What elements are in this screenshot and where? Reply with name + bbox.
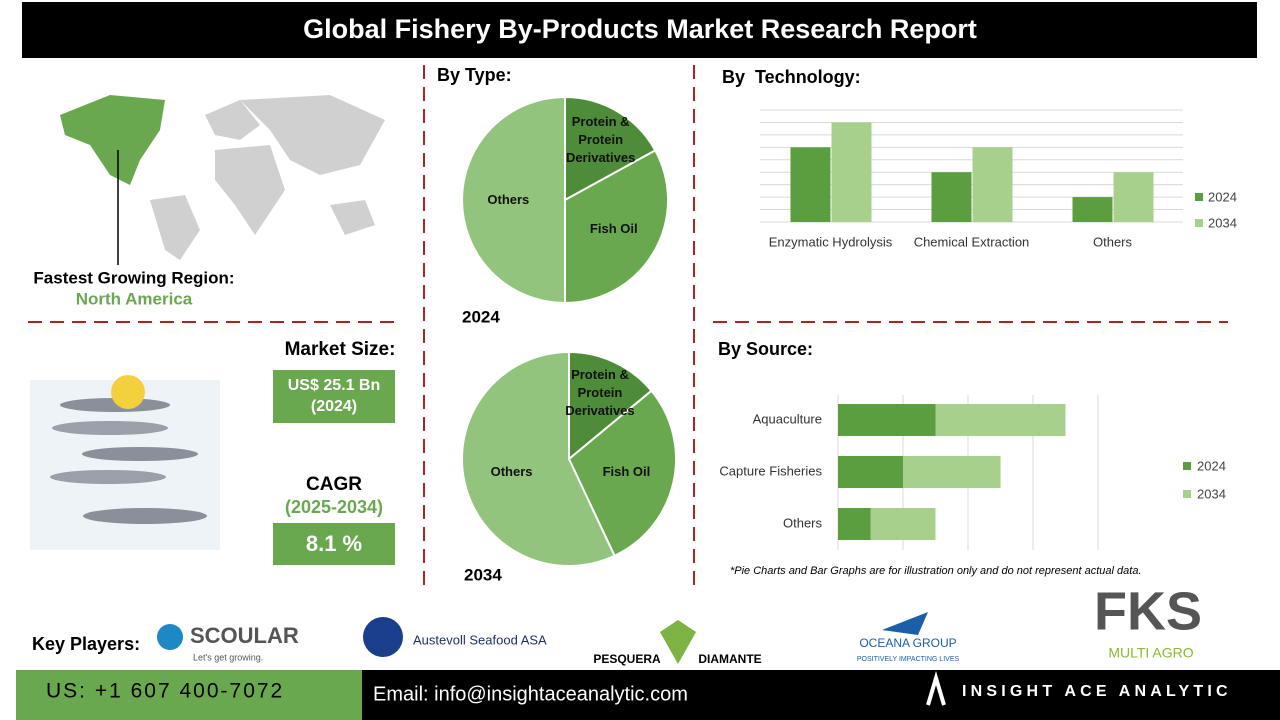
bar <box>838 456 903 488</box>
pie-label: Others <box>490 463 533 479</box>
y-tick-label: Others <box>783 515 823 530</box>
x-tick-label: Chemical Extraction <box>914 234 1030 249</box>
legend-label: 2034 <box>1197 486 1226 501</box>
x-tick-label: Enzymatic Hydrolysis <box>769 234 893 249</box>
bar <box>1113 172 1154 222</box>
x-tick-label: Others <box>1093 234 1133 249</box>
bar <box>790 147 831 222</box>
footer-email: Email: info@insightaceanalytic.com <box>373 683 688 705</box>
legend-swatch <box>1195 193 1203 201</box>
logo-icon <box>363 617 403 657</box>
legend-swatch <box>1183 490 1191 498</box>
legend-label: 2024 <box>1208 189 1237 204</box>
market-size-value: US$ 25.1 Bn (2024) <box>287 377 381 415</box>
bar <box>838 508 871 540</box>
dividers <box>28 65 1228 590</box>
bar <box>903 456 1001 488</box>
chart-title: By Technology: <box>722 67 861 87</box>
cagr-value: 8.1 % <box>306 531 362 556</box>
legend-label: 2024 <box>1197 458 1226 473</box>
market-size-label: Market Size: <box>285 339 396 360</box>
pie-year: 2034 <box>464 565 502 584</box>
footer-bg <box>362 670 1280 720</box>
cagr-label: CAGR <box>306 474 362 495</box>
footer-phone-bg <box>16 670 362 720</box>
pie-slice <box>564 95 657 202</box>
title-bar <box>22 2 1257 58</box>
pie-slice <box>568 350 653 462</box>
logo-text: SCOULAR <box>190 623 299 648</box>
pie-label: Others <box>487 192 530 207</box>
legend-swatch <box>1183 462 1191 470</box>
brand-icon <box>926 670 946 706</box>
key-players-label: Key Players: <box>32 634 140 654</box>
bar <box>972 147 1013 222</box>
footer-brand: INSIGHT ACE ANALYTIC <box>962 683 1232 700</box>
bar <box>935 404 1066 436</box>
fish-illustration <box>30 375 220 550</box>
legend-swatch <box>1195 219 1203 227</box>
bar <box>838 404 936 436</box>
bar <box>931 172 972 222</box>
pie-year: 2024 <box>462 307 500 326</box>
logo-text: FKS <box>1094 581 1202 641</box>
market-size-box <box>273 370 395 423</box>
logo-text: POSITIVELY IMPACTING LIVES <box>857 656 960 663</box>
logo-icon <box>660 620 696 664</box>
bar <box>870 508 936 540</box>
region-value: North America <box>76 289 193 308</box>
logo-icon <box>157 624 183 650</box>
legend-label: 2034 <box>1208 215 1237 230</box>
cagr-period: (2025-2034) <box>285 497 383 517</box>
pie-slice <box>461 350 616 567</box>
logo-text: MULTI AGRO <box>1108 645 1193 661</box>
pie-label: Protein & Protein Derivatives <box>565 113 636 165</box>
pie-label: Fish Oil <box>589 220 638 236</box>
logo-text: DIAMANTE <box>698 652 761 666</box>
bar <box>831 122 872 222</box>
pie-label: Protein & Protein Derivatives <box>565 367 635 419</box>
world-map <box>60 95 385 260</box>
chart-title: By Source: <box>718 339 813 359</box>
logo-text: Let's get growing. <box>193 652 263 662</box>
type-heading: By Type: <box>437 65 512 85</box>
title: Global Fishery By-Products Market Resear… <box>303 14 977 44</box>
note: *Pie Charts and Bar Graphs are for illus… <box>730 565 1142 577</box>
region-label: Fastest Growing Region: <box>33 268 234 287</box>
pie-slice <box>461 95 566 305</box>
logo-text: PESQUERA <box>593 652 661 666</box>
cagr-box <box>273 523 395 565</box>
footer-phone: US: +1 607 400-7072 <box>46 680 284 703</box>
y-tick-label: Capture Fisheries <box>719 463 822 478</box>
logo-text: Austevoll Seafood ASA <box>413 632 547 647</box>
logo-text: OCEANA GROUP <box>859 636 956 650</box>
bar <box>1072 197 1113 222</box>
y-tick-label: Aquaculture <box>753 411 822 426</box>
pie-slice <box>564 149 669 305</box>
pie-label: Fish Oil <box>602 463 651 479</box>
logo-icon <box>882 612 928 635</box>
